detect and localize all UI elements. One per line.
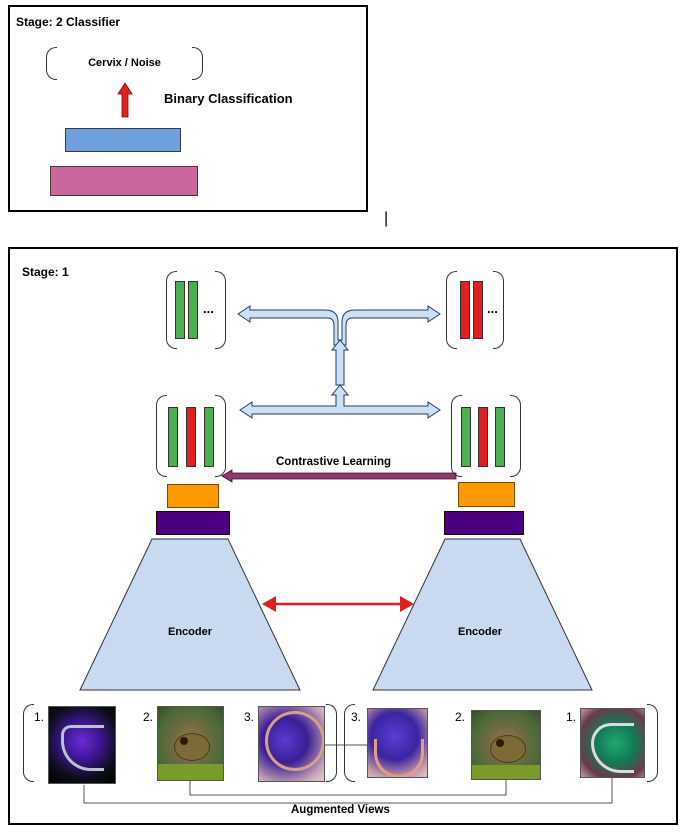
stage2-title: Stage: 2 Classifier — [16, 15, 121, 29]
encoder-left-label: Encoder — [168, 626, 213, 638]
augmented-view-image — [48, 706, 116, 784]
left-representation-layer — [156, 511, 230, 535]
ellipsis: ... — [203, 301, 214, 316]
green-vector-bar — [204, 407, 214, 467]
green-vector-bar — [168, 407, 178, 467]
red-vector-bar — [473, 281, 483, 339]
right-projection-head — [458, 482, 515, 507]
red-vector-bar — [186, 407, 196, 467]
left-views-bracket — [23, 704, 337, 782]
stage2-panel — [8, 5, 368, 212]
separator-mark: | — [384, 210, 389, 227]
output-bracket: Cervix / Noise — [46, 47, 203, 80]
augmented-view-image — [157, 706, 224, 781]
classifier-layer-pink — [50, 166, 198, 196]
view-number: 1. — [34, 710, 45, 724]
view-number: 3. — [351, 710, 362, 724]
green-vector-bar — [495, 407, 505, 467]
right-projection-group — [451, 395, 521, 477]
view-number: 3. — [244, 710, 255, 724]
augmented-view-image — [471, 710, 541, 780]
top-left-vector-group: ... — [166, 271, 226, 349]
red-vector-bar — [478, 407, 488, 467]
task-label: Binary Classification — [164, 91, 293, 106]
up-arrow-icon — [117, 82, 133, 118]
augmented-view-image — [258, 706, 325, 782]
view-number: 1. — [566, 710, 577, 724]
view-number: 2. — [455, 710, 466, 724]
output-label: Cervix / Noise — [88, 57, 161, 69]
encoder-right-label: Encoder — [458, 626, 503, 638]
view-number: 2. — [143, 710, 154, 724]
stage1-title: Stage: 1 — [22, 265, 69, 279]
left-projection-group — [156, 395, 226, 477]
green-vector-bar — [175, 281, 185, 339]
right-representation-layer — [444, 511, 524, 535]
classifier-layer-blue — [65, 128, 181, 152]
top-right-vector-group: ... — [446, 271, 504, 349]
right-views-bracket — [344, 704, 658, 782]
contrastive-label: Contrastive Learning — [276, 456, 392, 468]
ellipsis: ... — [487, 301, 498, 316]
augmented-view-image — [367, 708, 428, 778]
augmented-view-image — [580, 708, 645, 778]
left-projection-head — [167, 484, 219, 508]
stage1-panel — [8, 247, 678, 825]
green-vector-bar — [461, 407, 471, 467]
augmented-views-label: Augmented Views — [288, 804, 393, 816]
green-vector-bar — [188, 281, 198, 339]
red-vector-bar — [460, 281, 470, 339]
